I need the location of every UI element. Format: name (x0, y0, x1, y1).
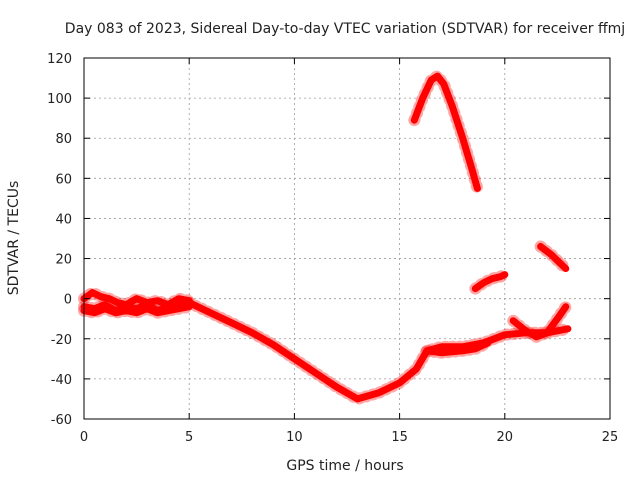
y-tick-label: 120 (47, 52, 72, 67)
x-tick-label: 5 (185, 430, 193, 445)
series-small-rising-segment (471, 271, 509, 293)
series-afternoon-lower-branch (423, 339, 492, 357)
plot-frame (83, 57, 611, 420)
series-late-dip-segment-scatter (507, 300, 572, 343)
y-tick-label: 80 (55, 132, 72, 147)
x-axis-label: GPS time / hours (286, 458, 403, 474)
x-tick-label: 10 (286, 430, 303, 445)
x-tick-label: 25 (602, 430, 619, 445)
x-tick-label: 20 (497, 430, 514, 445)
series-early-lower-branch (80, 303, 193, 317)
series-high-arc-scatter (408, 70, 484, 195)
chart-title: Day 083 of 2023, Sidereal Day-to-day VTE… (65, 21, 625, 37)
series-high-arc (410, 72, 481, 192)
y-tick-label: 100 (47, 92, 72, 107)
y-tick-label: 20 (55, 253, 72, 268)
series-late-falling-segment-scatter (534, 240, 572, 275)
y-tick-label: -20 (51, 333, 72, 348)
grid-lines (84, 58, 610, 419)
series-group (78, 70, 574, 405)
series-early-upper-branch-scatter (78, 286, 196, 311)
series-late-falling-segment (537, 243, 570, 273)
y-tick-label: 40 (55, 212, 72, 227)
y-tick-label: 0 (64, 293, 72, 308)
series-small-rising-segment-scatter (469, 268, 511, 295)
x-axis: 0 5 10 15 20 25 (80, 58, 618, 445)
series-early-lower-branch-scatter (78, 300, 196, 319)
series-early-upper-branch (80, 289, 193, 309)
x-tick-label: 15 (391, 430, 408, 445)
y-axis: -60 -40 -20 0 20 40 60 80 100 120 (47, 52, 610, 428)
series-afternoon-lower-branch-scatter (421, 336, 494, 359)
y-tick-label: -40 (51, 373, 72, 388)
y-tick-label: -60 (51, 413, 72, 428)
series-main-trend-scatter (78, 296, 574, 405)
y-tick-label: 60 (55, 172, 72, 187)
y-axis-label: SDTVAR / TECUs (6, 181, 22, 296)
series-main-trend (80, 299, 572, 403)
x-tick-label: 0 (80, 430, 88, 445)
series-late-dip-segment (509, 303, 570, 341)
